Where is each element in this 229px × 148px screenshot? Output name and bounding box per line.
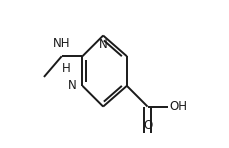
Text: N: N: [68, 79, 76, 92]
Text: OH: OH: [169, 100, 187, 113]
Text: O: O: [142, 119, 152, 132]
Text: NH: NH: [53, 37, 70, 50]
Text: H: H: [62, 62, 70, 75]
Text: N: N: [98, 38, 107, 52]
